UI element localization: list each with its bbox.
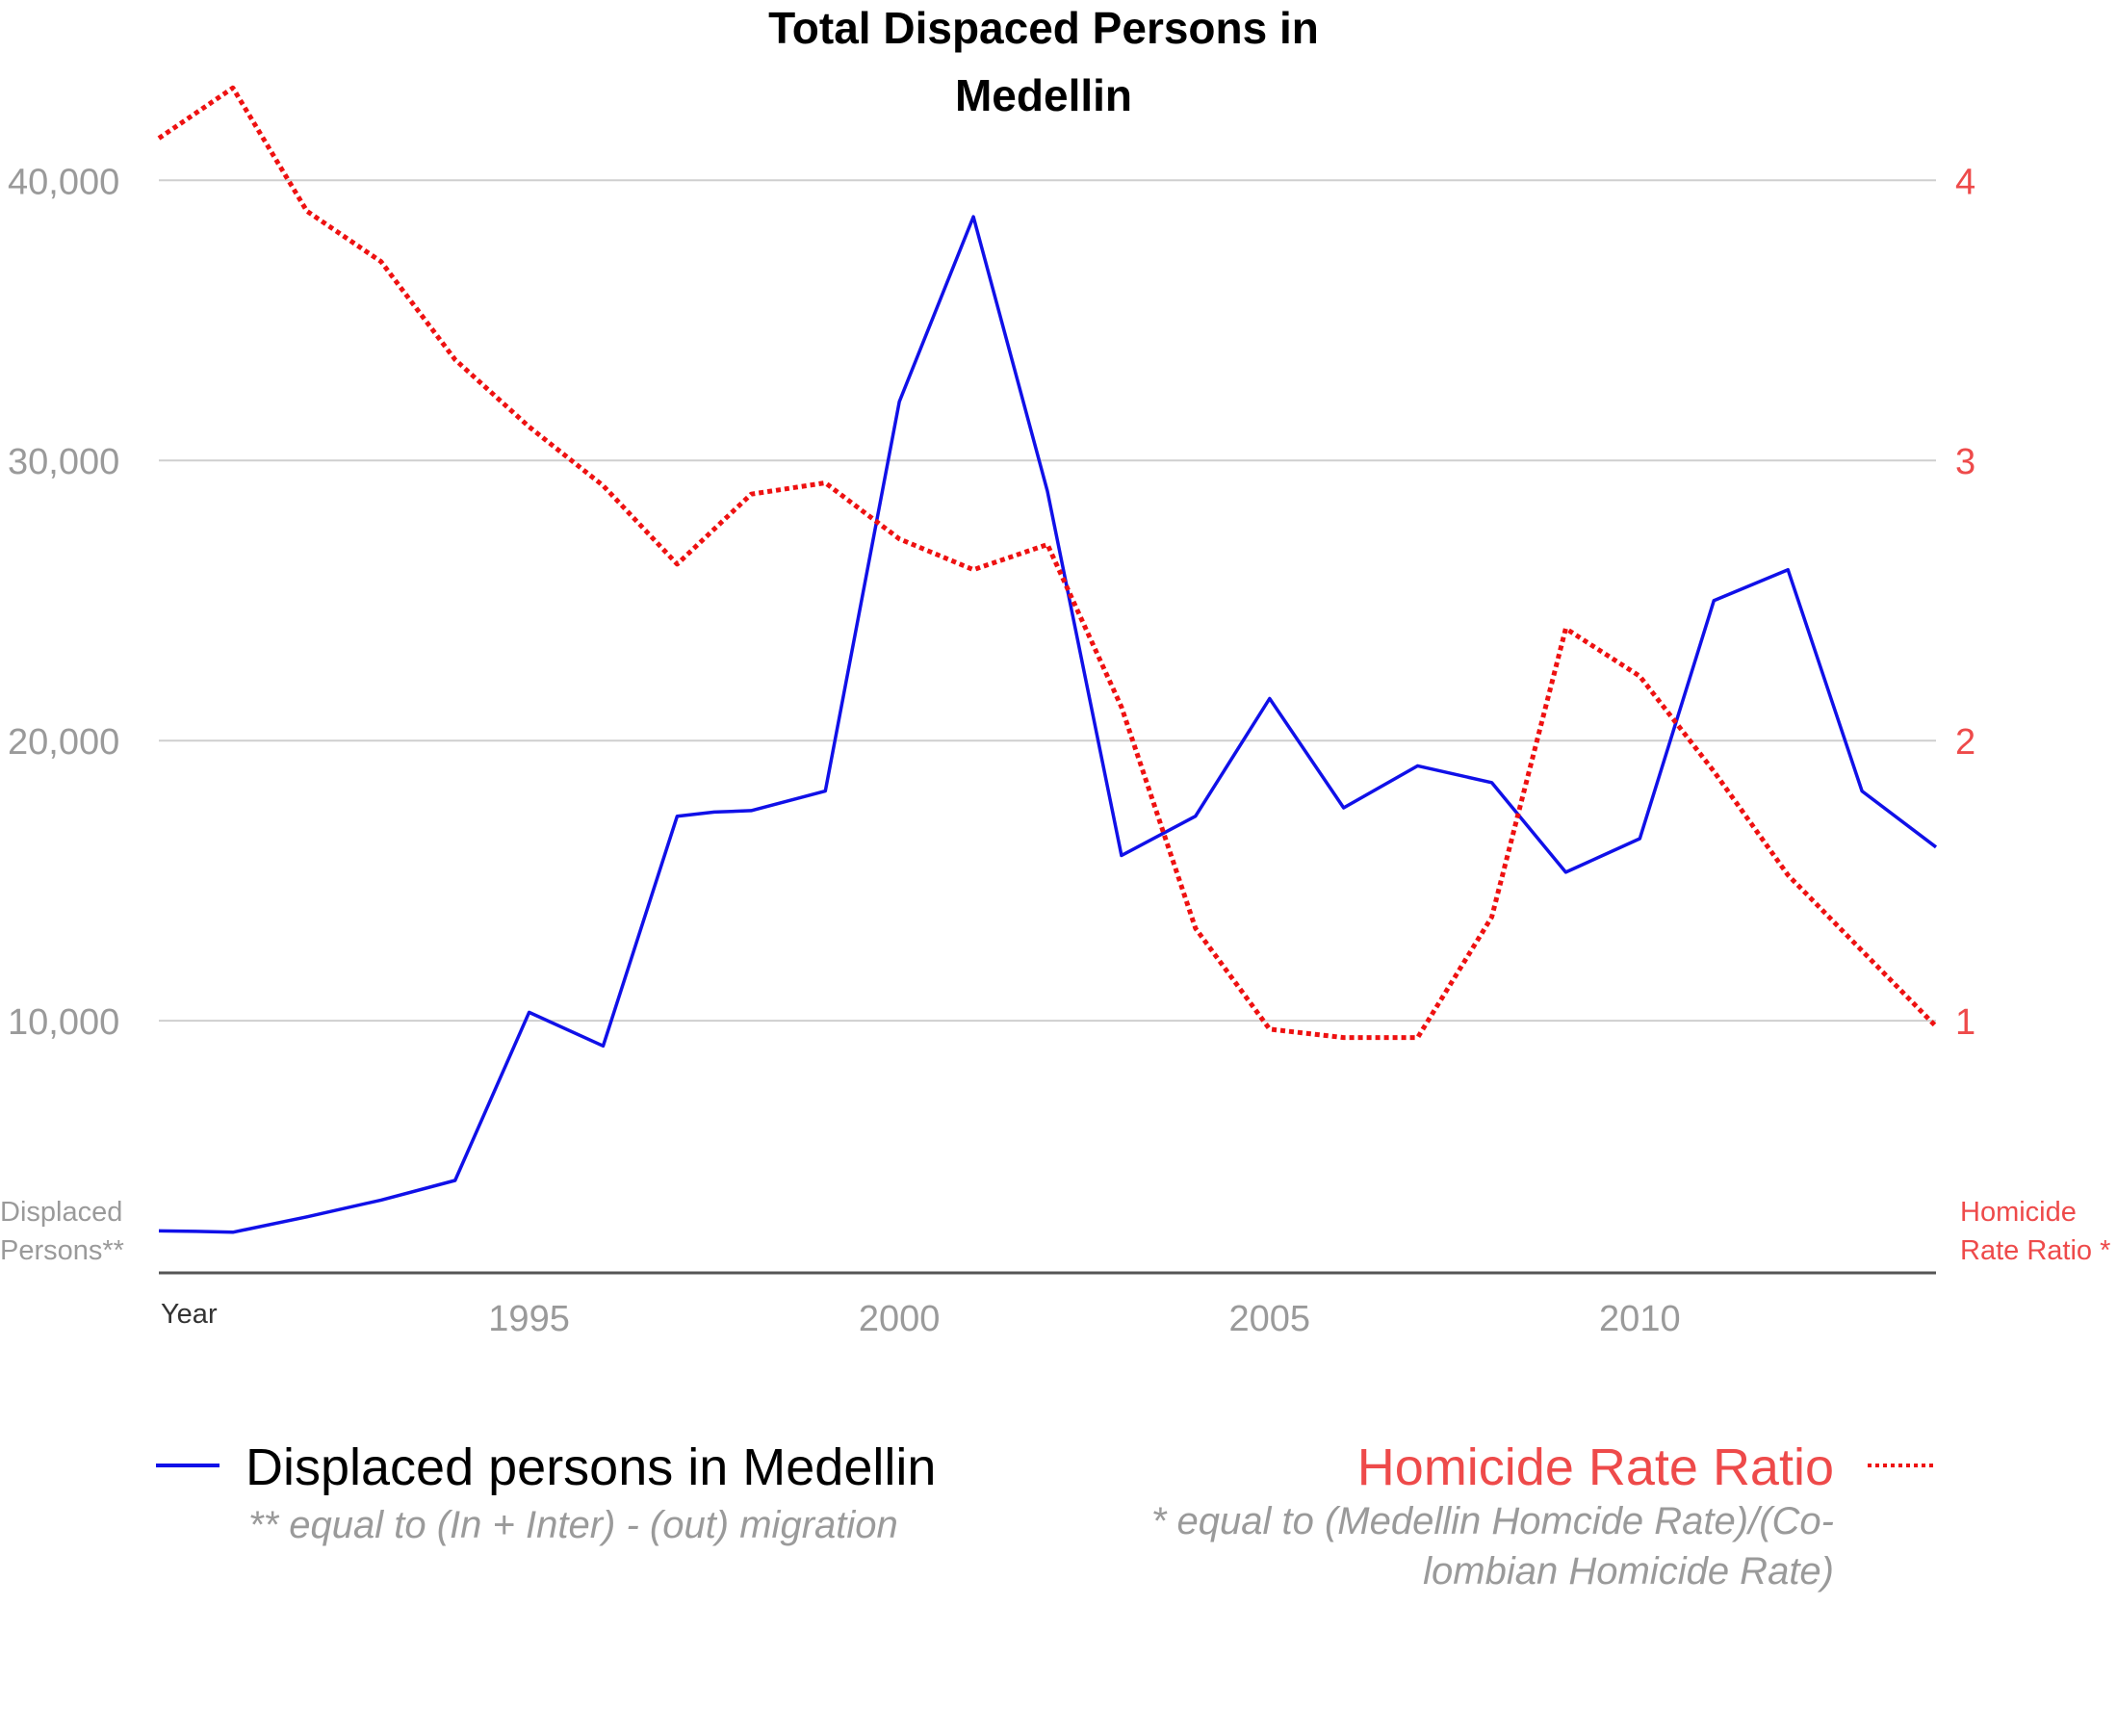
right-axis-label-line-1: Homicide (1960, 1197, 2077, 1228)
legend-note-homicide-line-2: lombian Homicide Rate) (1423, 1550, 1834, 1593)
right-axis-label: Homicide Rate Ratio * (1960, 1197, 2110, 1266)
right-tick-label: 1 (1955, 1002, 1975, 1043)
homicide-rate-ratio-line (157, 85, 1938, 1041)
left-axis-label: Displaced Persons** (0, 1197, 124, 1266)
left-axis-ticks: 10,000 20,000 30,000 40,000 (8, 162, 119, 1043)
x-axis-ticks: 1995 2000 2005 2010 (488, 1299, 1680, 1339)
displaced-persons-line (158, 215, 1938, 1234)
right-tick-label: 3 (1955, 442, 1975, 482)
right-axis-ticks: 1 2 3 4 (1955, 162, 1975, 1043)
legend-note-homicide-line-1: * equal to (Medellin Homcide Rate)/(Co- (1151, 1500, 1834, 1542)
chart-title: Total Dispaced Persons in Medellin (768, 3, 1319, 120)
x-tick-label: 2005 (1228, 1299, 1310, 1339)
legend: Displaced persons in Medellin ** equal t… (156, 1438, 1933, 1593)
x-tick-label: 1995 (488, 1299, 570, 1339)
left-tick-label: 40,000 (8, 162, 119, 202)
legend-label-homicide: Homicide Rate Ratio (1357, 1438, 1834, 1496)
chart-title-line-1: Total Dispaced Persons in (768, 3, 1319, 53)
left-axis-label-line-2: Persons** (0, 1235, 124, 1266)
legend-label-displaced: Displaced persons in Medellin (245, 1438, 936, 1496)
left-tick-label: 20,000 (8, 722, 119, 763)
right-axis-label-line-2: Rate Ratio * (1960, 1235, 2110, 1266)
left-tick-label: 30,000 (8, 442, 119, 482)
series (157, 85, 1938, 1234)
x-tick-label: 2010 (1599, 1299, 1681, 1339)
legend-note-displaced: ** equal to (In + Inter) - (out) migrati… (248, 1504, 898, 1546)
x-tick-label: 2000 (859, 1299, 941, 1339)
right-tick-label: 2 (1955, 722, 1975, 763)
chart-title-line-2: Medellin (955, 70, 1132, 120)
x-axis-label: Year (161, 1299, 218, 1330)
grid-lines (159, 179, 1936, 1023)
left-axis-label-line-1: Displaced (0, 1197, 122, 1228)
right-tick-label: 4 (1955, 162, 1975, 202)
left-tick-label: 10,000 (8, 1002, 119, 1043)
